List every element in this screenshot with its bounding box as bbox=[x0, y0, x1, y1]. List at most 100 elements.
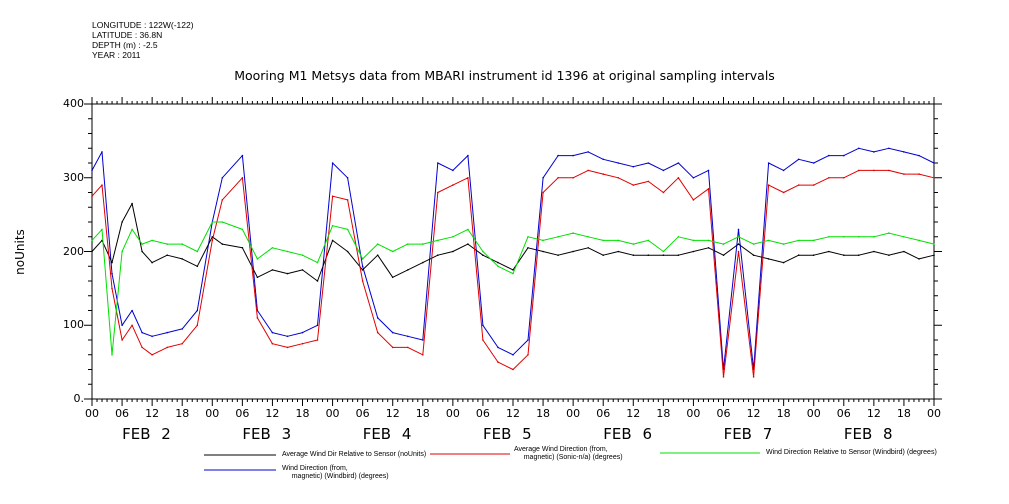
data-point bbox=[828, 250, 830, 253]
meta-longitude: LONGITUDE : 122W(-122) bbox=[92, 20, 194, 30]
data-point bbox=[316, 261, 319, 264]
data-point bbox=[722, 243, 725, 245]
data-point bbox=[722, 376, 725, 378]
data-point bbox=[141, 243, 143, 245]
data-point bbox=[617, 162, 620, 164]
data-point bbox=[797, 184, 800, 186]
data-point bbox=[903, 236, 905, 238]
data-point bbox=[692, 250, 695, 253]
legend-text-line2: magnetic) (Sonic-n/a) (degrees) bbox=[514, 454, 623, 461]
data-point bbox=[181, 328, 183, 330]
day-label: FEB 8 bbox=[843, 425, 893, 443]
data-point bbox=[828, 177, 830, 179]
data-point bbox=[828, 236, 830, 238]
x-tick-label: 18 bbox=[415, 407, 430, 420]
data-point bbox=[557, 236, 559, 238]
y-axis-label: noUnits bbox=[13, 229, 27, 275]
data-point bbox=[782, 261, 785, 264]
meta-depth: DEPTH (m) : -2.5 bbox=[92, 40, 158, 50]
x-tick-label: 12 bbox=[626, 407, 641, 420]
data-point bbox=[873, 236, 875, 238]
data-point bbox=[497, 346, 499, 349]
data-point bbox=[602, 239, 604, 242]
data-point bbox=[151, 261, 153, 264]
data-point bbox=[241, 228, 244, 231]
data-point bbox=[752, 254, 755, 256]
data-point bbox=[467, 243, 469, 245]
x-tick-label: 00 bbox=[85, 407, 99, 420]
data-point bbox=[331, 224, 334, 227]
data-point bbox=[437, 254, 439, 256]
data-point bbox=[888, 232, 890, 234]
x-tick-label: 12 bbox=[746, 407, 761, 420]
data-point bbox=[482, 254, 484, 256]
data-point bbox=[903, 173, 905, 175]
data-point bbox=[391, 331, 394, 334]
x-tick-label: 00 bbox=[445, 407, 460, 420]
data-point bbox=[211, 221, 214, 223]
data-point bbox=[858, 169, 860, 172]
data-point bbox=[407, 346, 409, 349]
data-point bbox=[221, 221, 224, 223]
x-tick-label: 06 bbox=[355, 407, 370, 420]
data-point bbox=[632, 243, 635, 245]
data-point bbox=[918, 173, 920, 175]
data-point bbox=[722, 254, 725, 256]
data-point bbox=[888, 147, 890, 150]
data-point bbox=[903, 250, 905, 253]
data-point bbox=[933, 162, 935, 164]
data-point bbox=[602, 173, 604, 175]
data-point bbox=[181, 258, 183, 260]
data-point bbox=[482, 324, 484, 327]
x-tick-label: 06 bbox=[475, 407, 490, 420]
x-tick-label: 12 bbox=[265, 407, 280, 420]
data-point bbox=[873, 250, 875, 253]
data-point bbox=[843, 154, 845, 157]
data-point bbox=[662, 250, 665, 253]
day-label: FEB 6 bbox=[603, 425, 652, 443]
y-tick-label: 0. bbox=[73, 392, 85, 405]
day-label: FEB 7 bbox=[723, 425, 773, 443]
data-point bbox=[101, 184, 103, 186]
data-point bbox=[111, 354, 113, 356]
data-point bbox=[286, 346, 289, 349]
data-point bbox=[512, 272, 514, 275]
data-point bbox=[346, 250, 349, 253]
data-point bbox=[271, 331, 274, 334]
data-point bbox=[797, 254, 800, 256]
series-line-3 bbox=[91, 221, 935, 356]
legend-text-line1: Average Wind Direction (from, bbox=[514, 446, 608, 453]
data-point bbox=[271, 269, 274, 271]
data-point bbox=[752, 243, 755, 245]
data-point bbox=[141, 250, 143, 253]
data-point bbox=[241, 177, 244, 179]
data-point bbox=[131, 324, 133, 327]
x-tick-label: 18 bbox=[896, 407, 911, 420]
data-point bbox=[221, 177, 224, 179]
data-point bbox=[677, 236, 680, 238]
data-point bbox=[407, 269, 409, 271]
data-point bbox=[692, 199, 695, 201]
data-point bbox=[482, 339, 484, 341]
data-point bbox=[452, 169, 454, 172]
data-point bbox=[707, 247, 710, 249]
data-point bbox=[181, 342, 183, 345]
data-point bbox=[141, 331, 143, 334]
data-point bbox=[437, 162, 439, 164]
data-point bbox=[437, 191, 439, 194]
data-point bbox=[166, 331, 168, 334]
data-point bbox=[707, 169, 710, 172]
data-point bbox=[331, 162, 334, 164]
data-point bbox=[91, 239, 93, 242]
data-point bbox=[557, 254, 559, 256]
x-tick-label: 18 bbox=[175, 407, 190, 420]
data-point bbox=[737, 243, 740, 245]
data-point bbox=[286, 272, 289, 275]
data-point bbox=[391, 250, 394, 253]
data-point bbox=[692, 239, 695, 242]
data-point bbox=[542, 177, 544, 179]
day-label: FEB 4 bbox=[362, 425, 412, 443]
data-point bbox=[121, 221, 123, 223]
data-point bbox=[632, 165, 635, 168]
data-point bbox=[121, 339, 123, 341]
